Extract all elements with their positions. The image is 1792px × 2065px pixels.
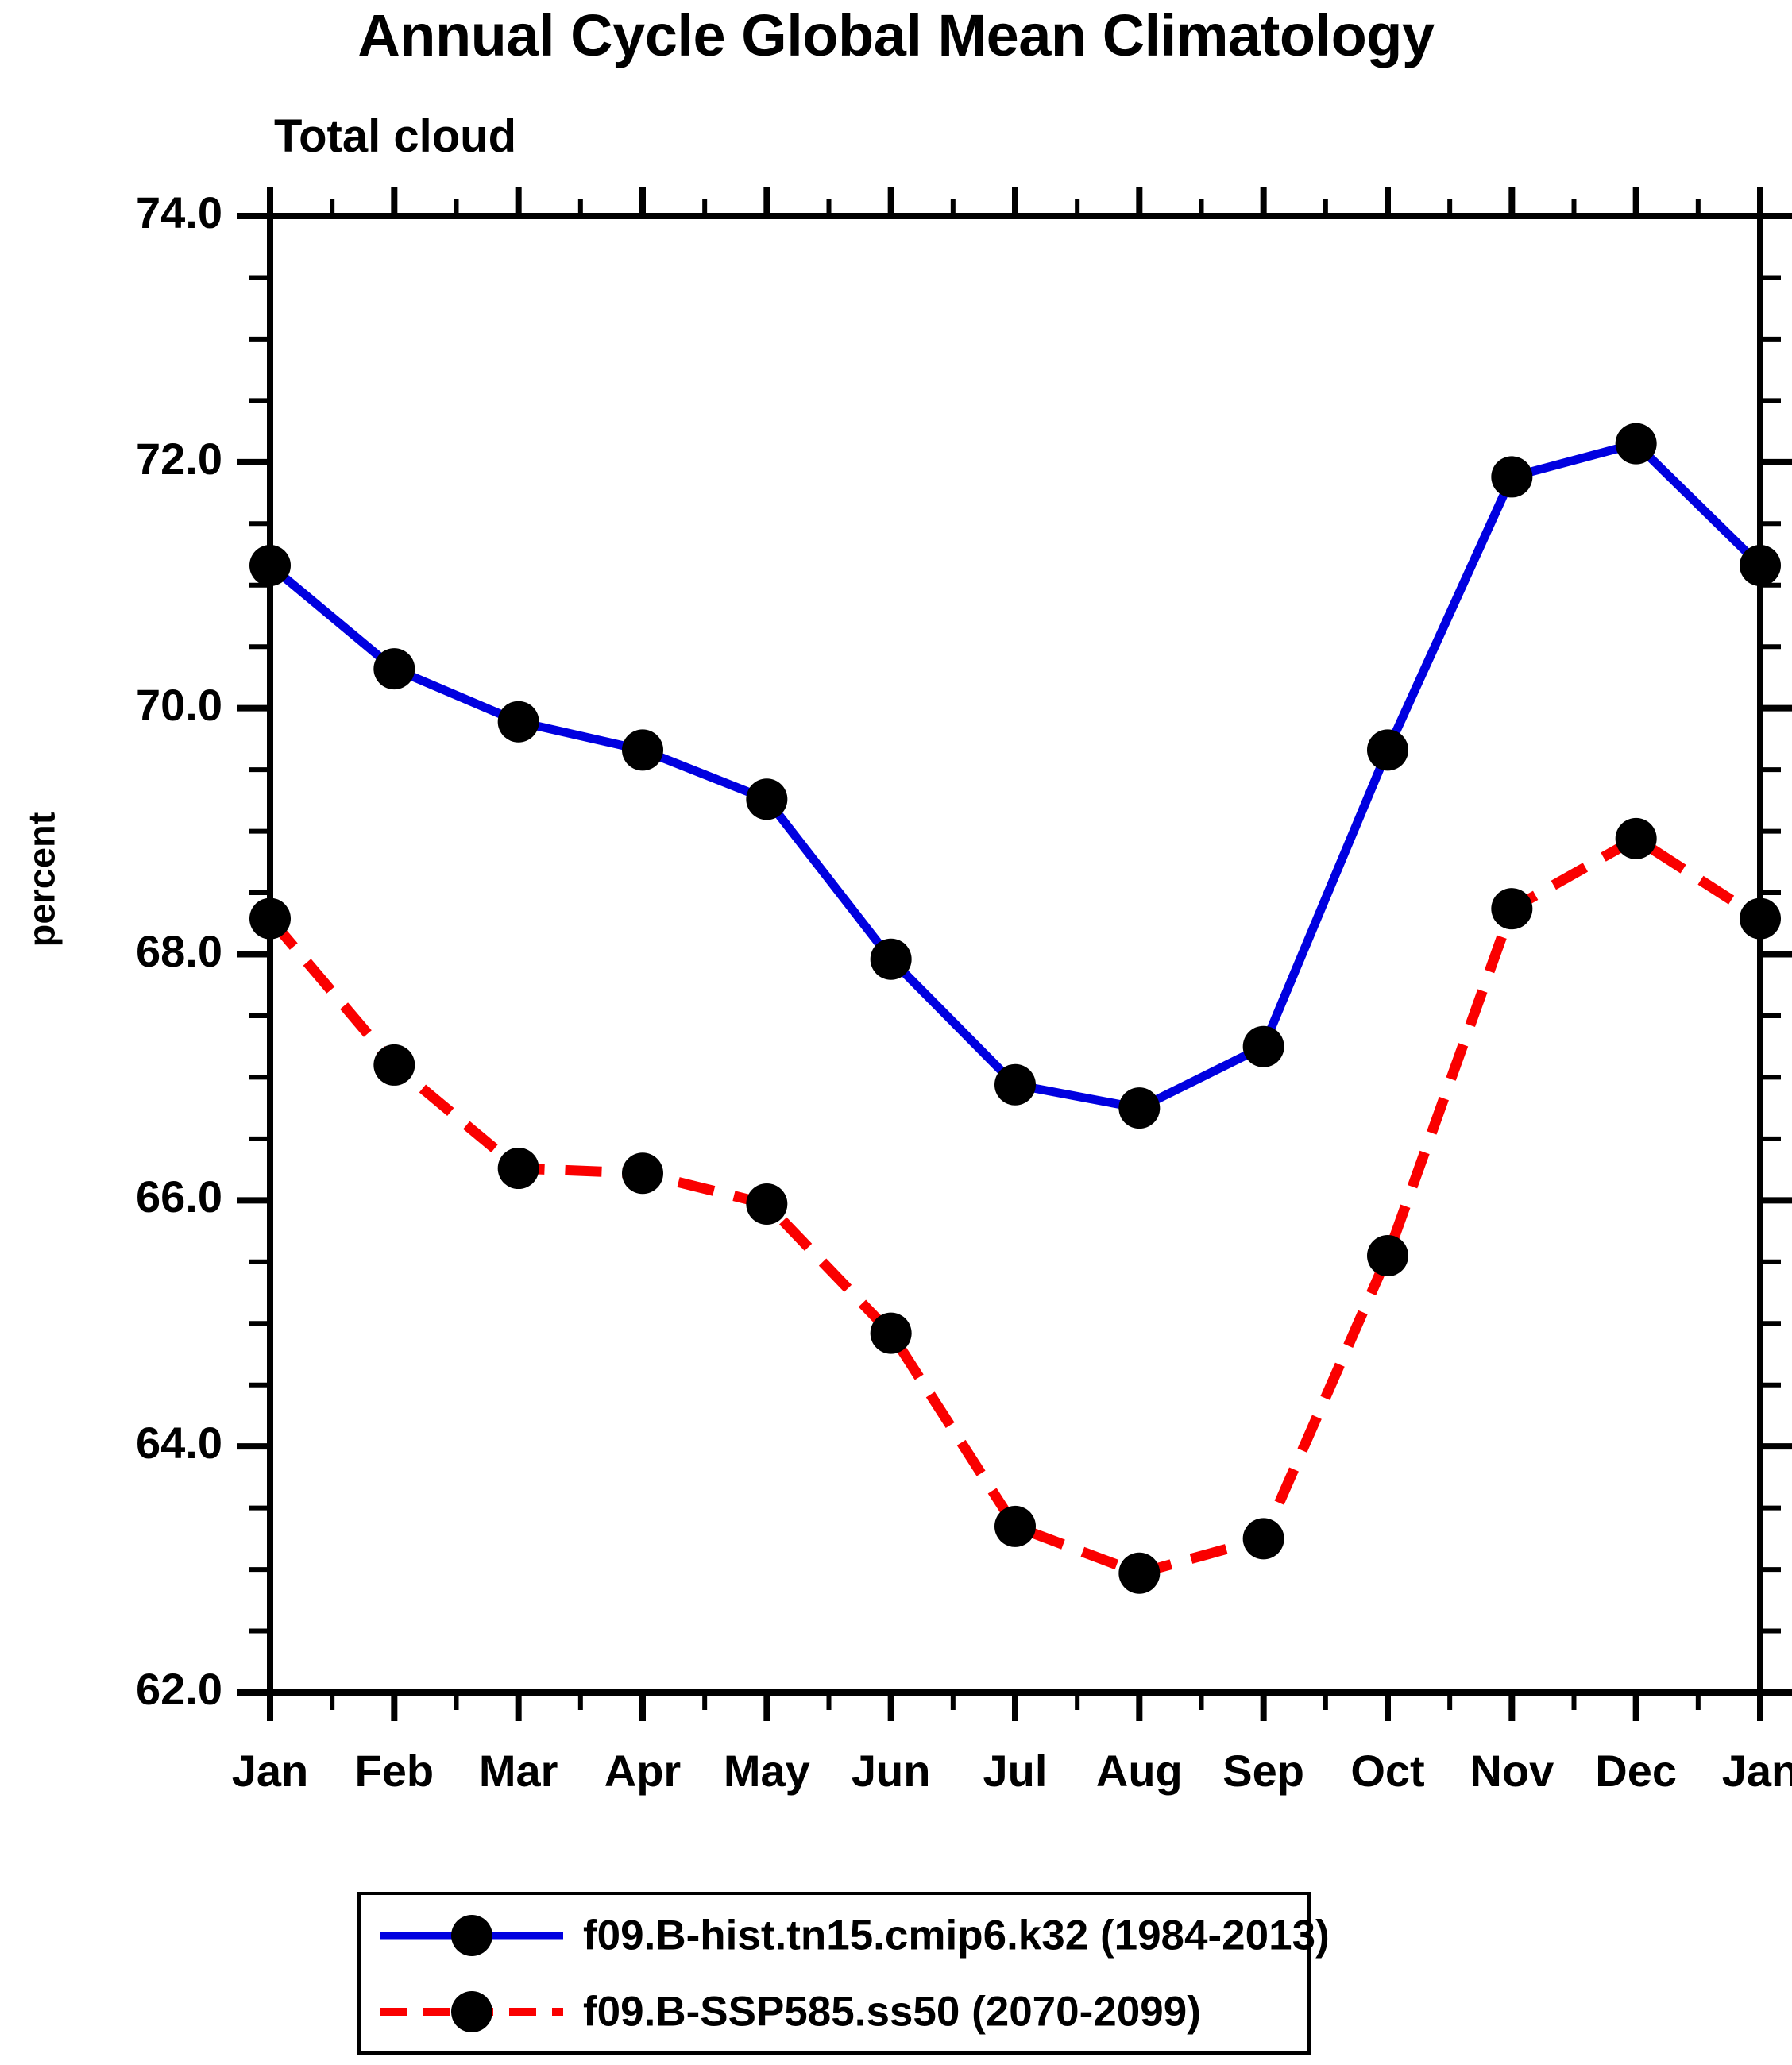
data-point (1740, 544, 1781, 586)
x-tick-label: Jul (983, 1746, 1048, 1796)
legend-line-sample-0 (380, 1915, 563, 1956)
legend-label-0: f09.B-hist.tn15.cmip6.k32 (1984-2013) (583, 1912, 1330, 1959)
y-tick-label: 70.0 (136, 679, 222, 730)
y-tick-label: 66.0 (136, 1171, 222, 1222)
legend-label-1: f09.B-SSP585.ss50 (2070-2099) (583, 1988, 1201, 2036)
data-point (746, 1183, 788, 1225)
data-point (870, 1312, 912, 1354)
data-point (249, 544, 291, 586)
data-point (622, 1152, 663, 1195)
page-title: Annual Cycle Global Mean Climatology (357, 2, 1435, 68)
data-point (1367, 1235, 1408, 1277)
data-point (1242, 1518, 1284, 1560)
y-tick-label: 68.0 (136, 925, 222, 976)
data-point (1615, 817, 1657, 859)
data-point (870, 938, 912, 980)
data-point (994, 1505, 1036, 1547)
data-point (497, 1148, 539, 1190)
chart-subtitle: Total cloud (274, 110, 517, 162)
axis-ticks (237, 187, 1792, 1721)
data-series-layer (249, 423, 1781, 1594)
data-point (994, 1063, 1036, 1106)
x-tick-label: Dec (1595, 1746, 1678, 1796)
legend: f09.B-hist.tn15.cmip6.k32 (1984-2013) f0… (357, 1892, 1330, 2055)
x-tick-label: Apr (604, 1746, 682, 1796)
x-tick-label: Oct (1350, 1746, 1425, 1796)
data-point (1491, 456, 1533, 498)
data-point (373, 648, 415, 690)
data-point (497, 701, 539, 743)
data-point (1118, 1087, 1161, 1129)
y-tick-label: 64.0 (136, 1418, 222, 1469)
x-tick-label: Jan (1721, 1746, 1792, 1796)
x-tick-label: Jun (851, 1746, 931, 1796)
data-point (373, 1044, 415, 1086)
data-point (746, 778, 788, 820)
legend-line-sample-1 (380, 1991, 563, 2032)
series-line-0 (267, 438, 1763, 1113)
data-point (1740, 897, 1781, 940)
data-point (1491, 888, 1533, 930)
x-tick-label: Aug (1095, 1746, 1183, 1796)
x-tick-label: May (723, 1746, 810, 1796)
y-tick-label: 74.0 (136, 187, 222, 237)
x-tick-label: Nov (1470, 1746, 1554, 1796)
y-tick-label: 72.0 (136, 433, 222, 484)
data-point (1367, 729, 1408, 771)
legend-entry[interactable]: f09.B-hist.tn15.cmip6.k32 (1984-2013) (361, 1900, 1330, 1971)
x-tick-label: Mar (478, 1746, 558, 1796)
data-point (1615, 423, 1657, 465)
series-line-1 (266, 832, 1763, 1579)
y-tick-label: 62.0 (136, 1664, 222, 1714)
x-tick-label: Feb (354, 1746, 434, 1796)
x-tick-label: Jan (231, 1746, 309, 1796)
data-point (249, 897, 291, 940)
data-point (1118, 1552, 1161, 1594)
legend-entry[interactable]: f09.B-SSP585.ss50 (2070-2099) (361, 1976, 1307, 2048)
x-tick-label: Sep (1222, 1746, 1304, 1796)
axes-frame (267, 213, 1763, 1696)
data-point (1242, 1025, 1284, 1067)
data-point (622, 729, 663, 771)
